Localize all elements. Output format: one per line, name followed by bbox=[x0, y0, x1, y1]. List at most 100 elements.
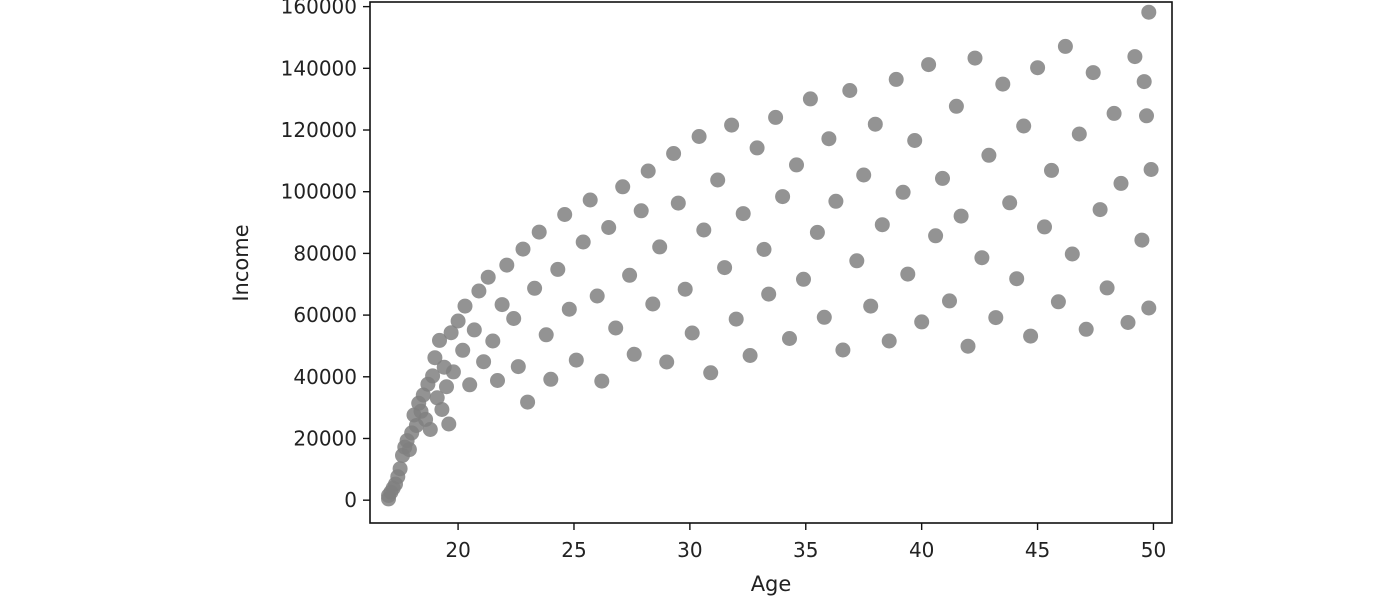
y-tick-label: 40000 bbox=[293, 365, 357, 389]
x-tick-label: 50 bbox=[1141, 538, 1166, 562]
scatter-point bbox=[582, 192, 598, 208]
y-tick-label: 20000 bbox=[293, 426, 357, 450]
scatter-point bbox=[796, 271, 811, 287]
y-axis-label: Income bbox=[229, 224, 253, 301]
scatter-point bbox=[557, 207, 573, 222]
scatter-point bbox=[427, 350, 443, 366]
scatter-point bbox=[490, 373, 505, 388]
scatter-point bbox=[710, 172, 726, 188]
scatter-point bbox=[816, 309, 832, 325]
scatter-point bbox=[900, 266, 916, 282]
points-layer bbox=[381, 4, 1159, 507]
scatter-point bbox=[691, 129, 707, 144]
scatter-point bbox=[476, 354, 492, 370]
scatter-point bbox=[543, 371, 559, 387]
scatter-point bbox=[684, 325, 700, 341]
scatter-point bbox=[466, 322, 482, 338]
scatter-point bbox=[988, 310, 1004, 326]
scatter-point bbox=[471, 283, 487, 299]
x-axis-label: Age bbox=[751, 572, 792, 596]
y-axis: 0 20000 40000 60000 80000 100000 120000 140000 1… bbox=[281, 0, 370, 512]
scatter-point bbox=[1071, 126, 1087, 142]
scatter-point bbox=[1044, 162, 1059, 178]
scatter-point bbox=[1141, 300, 1157, 316]
scatter-point bbox=[531, 224, 547, 240]
scatter-point bbox=[608, 320, 624, 336]
scatter-point bbox=[1120, 315, 1136, 330]
scatter-point bbox=[761, 286, 777, 302]
scatter-point bbox=[640, 163, 656, 179]
scatter-point bbox=[1134, 232, 1150, 248]
scatter-point bbox=[1099, 280, 1115, 296]
scatter-point bbox=[1113, 175, 1129, 191]
scatter-point bbox=[888, 71, 904, 87]
scatter-point bbox=[856, 167, 872, 183]
x-tick-label: 40 bbox=[909, 538, 934, 562]
scatter-point bbox=[550, 261, 566, 277]
scatter-point bbox=[717, 260, 733, 276]
scatter-point bbox=[1106, 105, 1122, 121]
scatter-point bbox=[589, 288, 605, 304]
scatter-point bbox=[881, 333, 897, 349]
scatter-point bbox=[703, 365, 719, 381]
scatter-point bbox=[434, 402, 450, 417]
scatter-point bbox=[921, 57, 937, 73]
scatter-point bbox=[480, 269, 496, 285]
scatter-point bbox=[849, 253, 865, 269]
scatter-point bbox=[1139, 108, 1154, 124]
scatter-point bbox=[863, 298, 879, 314]
scatter-point bbox=[967, 50, 983, 66]
scatter-point bbox=[527, 280, 543, 296]
scatter-point bbox=[981, 147, 997, 163]
y-tick-label: 80000 bbox=[293, 241, 357, 265]
scatter-point bbox=[802, 91, 818, 107]
scatter-point bbox=[1009, 271, 1025, 287]
scatter-point bbox=[450, 313, 466, 329]
scatter-point bbox=[457, 298, 473, 314]
scatter-point bbox=[895, 184, 911, 200]
scatter-point bbox=[789, 157, 804, 173]
scatter-point bbox=[867, 116, 883, 132]
scatter-point bbox=[645, 296, 661, 312]
scatter-point bbox=[1002, 195, 1018, 211]
scatter-point bbox=[960, 338, 976, 354]
scatter-point bbox=[1057, 38, 1073, 54]
x-tick-label: 35 bbox=[793, 538, 818, 562]
scatter-point bbox=[1023, 328, 1039, 344]
scatter-point bbox=[538, 327, 554, 343]
scatter-point bbox=[953, 208, 969, 224]
scatter-point bbox=[626, 346, 642, 362]
scatter-point bbox=[429, 390, 445, 406]
scatter-point bbox=[401, 442, 417, 458]
x-axis: 20 25 30 35 40 45 50 bbox=[445, 523, 1166, 562]
scatter-point bbox=[749, 140, 765, 156]
scatter-point bbox=[425, 368, 441, 384]
scatter-point bbox=[782, 331, 797, 346]
scatter-point bbox=[756, 241, 772, 257]
scatter-point bbox=[874, 217, 890, 233]
scatter-point bbox=[422, 422, 438, 437]
scatter-point bbox=[1143, 162, 1159, 177]
scatter-point bbox=[601, 220, 617, 235]
scatter-point bbox=[462, 377, 478, 393]
scatter-point bbox=[728, 311, 744, 327]
scatter-point bbox=[1064, 246, 1080, 262]
scatter-point bbox=[445, 364, 461, 380]
y-tick-label: 0 bbox=[344, 488, 357, 512]
scatter-point bbox=[510, 359, 526, 375]
scatter-point bbox=[515, 241, 531, 257]
scatter-point bbox=[443, 325, 459, 341]
x-tick-label: 30 bbox=[677, 538, 702, 562]
y-tick-label: 160000 bbox=[281, 0, 357, 19]
scatter-point bbox=[1127, 49, 1143, 65]
scatter-point bbox=[828, 193, 844, 209]
scatter-point bbox=[1078, 321, 1094, 337]
scatter-point bbox=[928, 228, 944, 244]
scatter-point bbox=[568, 352, 584, 368]
scatter-point bbox=[1016, 118, 1032, 134]
scatter-point bbox=[441, 416, 457, 432]
scatter-point bbox=[392, 461, 408, 477]
scatter-point bbox=[948, 98, 964, 114]
scatter-point bbox=[494, 297, 510, 313]
scatter-point bbox=[1030, 60, 1046, 76]
